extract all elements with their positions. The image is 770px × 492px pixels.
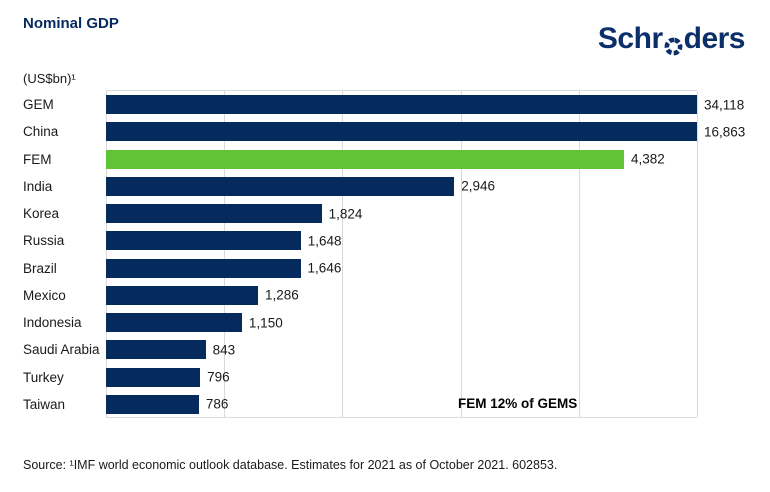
chart-row: Taiwan 786 <box>0 391 770 418</box>
category-label: India <box>23 178 53 194</box>
bar-highlighted <box>106 149 624 169</box>
category-label: Brazil <box>23 260 57 276</box>
bar-track: 1,286 <box>106 282 697 309</box>
chart-row: FEM 4,382 <box>0 146 770 173</box>
bar <box>106 285 258 305</box>
category-label: Russia <box>23 233 65 249</box>
bar-track: 34,118 <box>106 91 744 118</box>
bar <box>106 204 322 224</box>
bar <box>106 176 455 196</box>
category-label: Mexico <box>23 287 66 303</box>
bar <box>106 231 301 251</box>
gridline <box>106 91 107 417</box>
gridline <box>460 91 462 417</box>
value-label: 1,646 <box>307 260 342 276</box>
plot-gridlines <box>106 90 698 418</box>
category-label: FEM <box>23 151 52 167</box>
chart-row: Indonesia 1,150 <box>0 309 770 336</box>
value-label: 1,648 <box>307 233 342 249</box>
bar <box>106 394 199 414</box>
logo-text-post: ders <box>683 22 746 55</box>
chart-row: India 2,946 <box>0 173 770 200</box>
bar <box>106 95 697 115</box>
value-label: 786 <box>205 396 229 412</box>
bar-track: 843 <box>106 336 697 363</box>
schroders-segmented-o-icon <box>664 32 683 55</box>
schroders-logo: Schr ders <box>597 22 746 55</box>
source-footnote: Source: ¹IMF world economic outlook data… <box>23 458 558 472</box>
bar-track: 786 <box>106 391 697 418</box>
bar <box>106 340 206 360</box>
value-label: 2,946 <box>461 178 495 194</box>
value-label: 843 <box>212 342 236 358</box>
chart-row: China 16,863 <box>0 118 770 145</box>
value-label: 16,863 <box>704 124 746 140</box>
chart-row: Russia 1,648 <box>0 227 770 254</box>
gridline <box>697 91 698 417</box>
bar-chart: GEM 34,118 China 16,863 FEM 4,382 India 2,946 Ko… <box>0 91 770 418</box>
chart-row: Brazil 1,646 <box>0 255 770 282</box>
bar <box>106 258 301 278</box>
chart-row: Mexico 1,286 <box>0 282 770 309</box>
category-label: Saudi Arabia <box>23 342 100 358</box>
bar-track: 2,946 <box>106 173 697 200</box>
category-label: China <box>23 124 59 140</box>
logo-text-pre: Schr <box>597 22 663 55</box>
chart-annotation: FEM 12% of GEMS <box>458 396 578 411</box>
bar-track: 1,646 <box>106 255 697 282</box>
bar-track: 796 <box>106 364 697 391</box>
bar <box>106 122 697 142</box>
bar-track: 16,863 <box>106 118 745 145</box>
category-label: GEM <box>23 97 54 113</box>
bar <box>106 367 201 387</box>
axis-units-label: (US$bn)¹ <box>23 71 76 86</box>
chart-row: Korea 1,824 <box>0 200 770 227</box>
gridline <box>578 91 580 417</box>
category-label: Turkey <box>23 369 64 385</box>
category-label: Indonesia <box>23 315 82 331</box>
value-label: 1,286 <box>265 287 299 303</box>
value-label: 34,118 <box>704 97 745 113</box>
bar-track: 1,150 <box>106 309 697 336</box>
category-label: Taiwan <box>23 396 66 412</box>
chart-row: Saudi Arabia 843 <box>0 336 770 363</box>
chart-row: Turkey 796 <box>0 364 770 391</box>
bar-track: 4,382 <box>106 146 697 173</box>
bar <box>106 313 242 333</box>
value-label: 1,824 <box>328 206 363 222</box>
value-label: 796 <box>207 369 230 385</box>
chart-row: GEM 34,118 <box>0 91 770 118</box>
category-label: Korea <box>23 206 60 222</box>
value-label: 4,382 <box>630 151 665 167</box>
gridline <box>224 91 226 417</box>
page-title: Nominal GDP <box>23 15 119 32</box>
gridline <box>342 91 344 417</box>
value-label: 1,150 <box>248 315 283 331</box>
bar-track: 1,648 <box>106 227 697 254</box>
bar-track: 1,824 <box>106 200 697 227</box>
